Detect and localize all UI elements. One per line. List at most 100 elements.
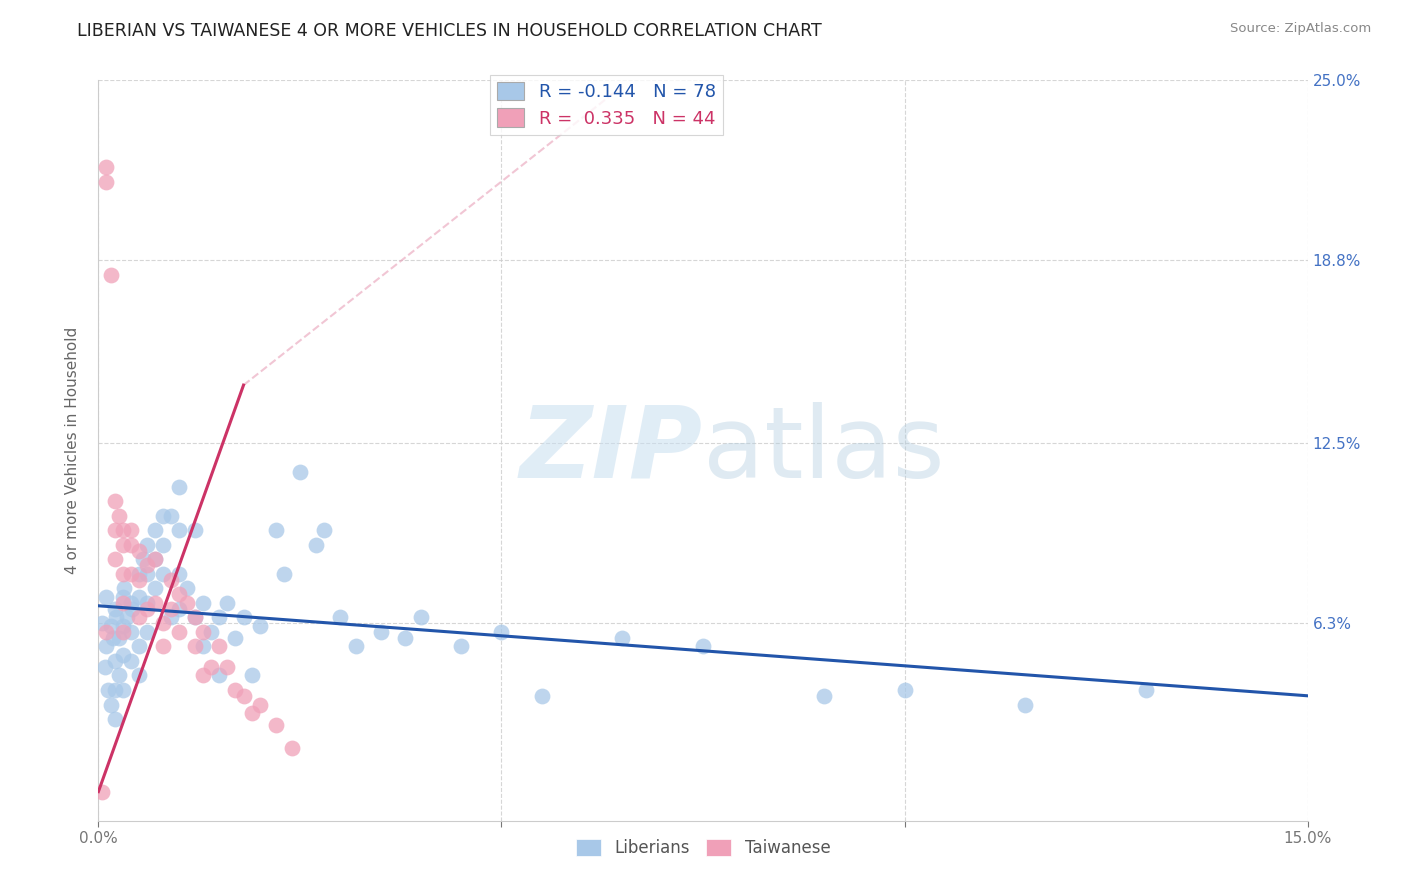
Point bbox=[160, 610, 183, 624]
Point bbox=[135, 596, 157, 610]
Point bbox=[120, 524, 142, 538]
Point bbox=[121, 601, 143, 615]
Point bbox=[813, 689, 835, 703]
Point bbox=[273, 566, 295, 581]
Point bbox=[128, 640, 150, 654]
Point bbox=[111, 619, 134, 633]
Point bbox=[200, 659, 222, 673]
Point bbox=[167, 601, 190, 615]
Point bbox=[101, 631, 124, 645]
Point bbox=[91, 784, 114, 798]
Point bbox=[612, 631, 634, 645]
Point bbox=[224, 683, 246, 698]
Point bbox=[107, 668, 129, 682]
Y-axis label: 4 or more Vehicles in Household: 4 or more Vehicles in Household bbox=[65, 326, 80, 574]
Point bbox=[208, 668, 231, 682]
Point bbox=[120, 566, 142, 581]
Legend: Liberians, Taiwanese: Liberians, Taiwanese bbox=[569, 832, 837, 864]
Point bbox=[152, 508, 174, 523]
Point bbox=[193, 596, 215, 610]
Point bbox=[193, 640, 215, 654]
Point bbox=[167, 566, 190, 581]
Point bbox=[193, 624, 215, 639]
Point bbox=[152, 566, 174, 581]
Point bbox=[103, 712, 125, 726]
Point bbox=[409, 610, 432, 624]
Point bbox=[249, 619, 271, 633]
Point bbox=[167, 524, 190, 538]
Point bbox=[132, 552, 155, 566]
Point bbox=[111, 566, 134, 581]
Point bbox=[128, 566, 150, 581]
Point bbox=[96, 590, 118, 604]
Point bbox=[97, 683, 120, 698]
Point bbox=[281, 741, 304, 756]
Point bbox=[103, 601, 125, 615]
Point bbox=[217, 596, 239, 610]
Point bbox=[115, 610, 138, 624]
Point bbox=[143, 524, 166, 538]
Point bbox=[111, 624, 134, 639]
Point bbox=[264, 718, 287, 732]
Point bbox=[135, 558, 157, 573]
Point bbox=[120, 624, 142, 639]
Point bbox=[94, 659, 117, 673]
Point bbox=[143, 582, 166, 596]
Point bbox=[160, 601, 183, 615]
Point bbox=[96, 640, 118, 654]
Point bbox=[111, 596, 134, 610]
Point bbox=[128, 590, 150, 604]
Point bbox=[240, 668, 263, 682]
Point bbox=[193, 668, 215, 682]
Point bbox=[143, 552, 166, 566]
Point bbox=[344, 640, 367, 654]
Point bbox=[893, 683, 915, 698]
Text: LIBERIAN VS TAIWANESE 4 OR MORE VEHICLES IN HOUSEHOLD CORRELATION CHART: LIBERIAN VS TAIWANESE 4 OR MORE VEHICLES… bbox=[77, 22, 823, 40]
Point bbox=[111, 538, 134, 552]
Point bbox=[305, 538, 328, 552]
Point bbox=[135, 601, 157, 615]
Point bbox=[160, 508, 183, 523]
Point bbox=[314, 524, 336, 538]
Point bbox=[112, 582, 135, 596]
Point bbox=[100, 698, 122, 712]
Point bbox=[184, 640, 207, 654]
Point bbox=[152, 616, 174, 631]
Point bbox=[329, 610, 352, 624]
Point bbox=[111, 683, 134, 698]
Point bbox=[184, 610, 207, 624]
Point bbox=[120, 538, 142, 552]
Point bbox=[103, 524, 125, 538]
Point bbox=[184, 610, 207, 624]
Point bbox=[249, 698, 271, 712]
Point bbox=[217, 659, 239, 673]
Point bbox=[96, 624, 118, 639]
Point bbox=[208, 640, 231, 654]
Point bbox=[128, 543, 150, 558]
Point bbox=[120, 596, 142, 610]
Point bbox=[232, 689, 254, 703]
Point bbox=[530, 689, 553, 703]
Point bbox=[143, 552, 166, 566]
Point bbox=[143, 596, 166, 610]
Point bbox=[111, 648, 134, 662]
Point bbox=[91, 616, 114, 631]
Point bbox=[167, 624, 190, 639]
Point bbox=[167, 587, 190, 601]
Text: atlas: atlas bbox=[703, 402, 945, 499]
Point bbox=[135, 538, 157, 552]
Point bbox=[107, 631, 129, 645]
Point bbox=[176, 596, 198, 610]
Point bbox=[103, 683, 125, 698]
Point bbox=[200, 624, 222, 639]
Point bbox=[128, 610, 150, 624]
Point bbox=[103, 654, 125, 668]
Point bbox=[100, 619, 122, 633]
Point bbox=[264, 524, 287, 538]
Point bbox=[224, 631, 246, 645]
Point bbox=[96, 161, 118, 175]
Point bbox=[1135, 683, 1157, 698]
Point bbox=[1014, 698, 1036, 712]
Point bbox=[394, 631, 416, 645]
Point bbox=[152, 640, 174, 654]
